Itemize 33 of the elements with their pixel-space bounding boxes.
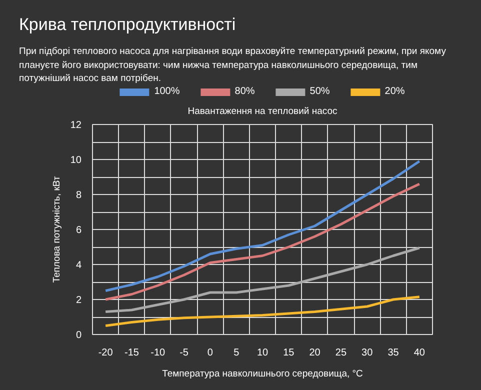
y-tick-label: 4 bbox=[76, 260, 82, 271]
chart-title: Крива теплопродуктивності bbox=[19, 14, 237, 36]
line-series bbox=[104, 296, 421, 327]
x-tick-label: -10 bbox=[150, 348, 166, 358]
x-tick-label: 15 bbox=[283, 348, 295, 358]
legend-label: 50% bbox=[310, 86, 330, 97]
x-tick-label: 5 bbox=[234, 348, 240, 358]
y-tick-label: 8 bbox=[76, 190, 82, 201]
x-tick-label: -15 bbox=[124, 348, 140, 358]
legend-label: 20% bbox=[384, 86, 405, 97]
x-tick-label: 40 bbox=[414, 348, 426, 358]
x-tick-label: 35 bbox=[388, 348, 400, 358]
y-tick-label: 10 bbox=[70, 155, 82, 166]
y-axis-title: Теплова потужність, кВт bbox=[51, 176, 62, 283]
x-tick-label: 30 bbox=[362, 348, 374, 358]
x-axis-title: Температура навколишнього середовища, °C bbox=[162, 368, 364, 380]
x-tick-label: -20 bbox=[98, 348, 114, 358]
legend-label: 80% bbox=[234, 86, 255, 97]
line-series bbox=[104, 246, 421, 313]
legend-label: 100% bbox=[154, 86, 180, 97]
y-tick-label: 12 bbox=[70, 120, 82, 131]
chart-subtitle: При підборі теплового насоса для нагрівання води враховуйте температурний режим, при якому плануєте його використовувати: чим нижча температура навколишнього середовища, тим потужніший насос вам потрібен. bbox=[19, 45, 447, 86]
x-tick-label: 20 bbox=[309, 348, 321, 358]
x-tick-label: 25 bbox=[335, 348, 347, 358]
x-tick-label: 10 bbox=[256, 348, 268, 358]
x-tick-label: -5 bbox=[180, 348, 189, 358]
line-series bbox=[104, 160, 421, 292]
x-tick-label: 0 bbox=[207, 348, 214, 358]
y-tick-label: 2 bbox=[76, 295, 82, 306]
legend-title: Навантаження на тепловий насос bbox=[188, 106, 338, 117]
line-series bbox=[104, 182, 421, 301]
y-tick-label: 6 bbox=[76, 225, 82, 236]
y-tick-label: 0 bbox=[76, 330, 82, 341]
